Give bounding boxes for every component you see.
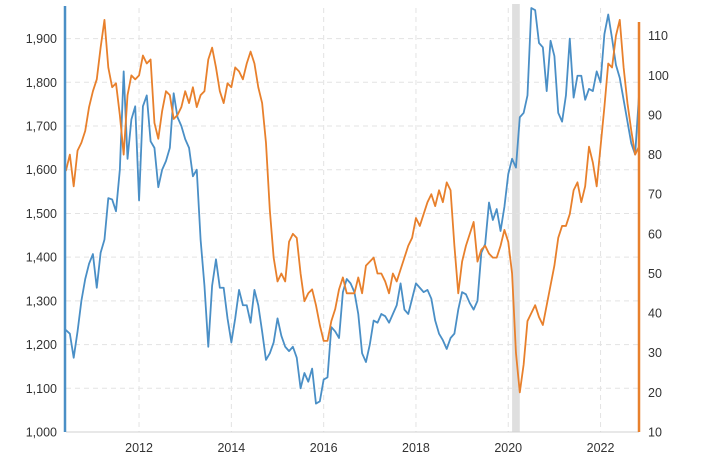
right-tick-label: 30: [648, 346, 662, 360]
right-axis-series-line: [65, 18, 640, 394]
x-tick-label: 2014: [217, 441, 245, 454]
left-tick-label: 1,300: [26, 294, 57, 308]
right-tick-label: 20: [648, 386, 662, 400]
series-layer: [65, 7, 640, 405]
vertical-gridlines: [138, 8, 602, 432]
right-tick-label: 80: [648, 148, 662, 162]
left-tick-label: 1,800: [26, 76, 57, 90]
left-axis-tick-labels: 1,000 1,100 1,200 1,300 1,400 1,500 1,600 1,700…: [26, 32, 57, 439]
x-tick-label: 2018: [402, 441, 430, 454]
horizontal-gridlines: [66, 38, 639, 433]
x-axis-tick-labels: 2012 2014 2016 2018 2020 2022: [125, 441, 614, 454]
left-tick-label: 1,100: [26, 382, 57, 396]
left-axis-series-line: [65, 7, 640, 405]
x-tick-label: 2012: [125, 441, 153, 454]
left-tick-label: 1,200: [26, 338, 57, 352]
left-tick-label: 1,600: [26, 163, 57, 177]
left-tick-label: 1,400: [26, 251, 57, 265]
right-tick-label: 40: [648, 307, 662, 321]
right-tick-label: 70: [648, 188, 662, 202]
left-tick-label: 1,900: [26, 32, 57, 46]
x-tick-label: 2016: [310, 441, 338, 454]
x-tick-label: 2022: [587, 441, 615, 454]
left-tick-label: 1,700: [26, 120, 57, 134]
right-tick-label: 10: [648, 426, 662, 440]
right-tick-label: 100: [648, 69, 669, 83]
right-tick-label: 90: [648, 108, 662, 122]
left-tick-label: 1,500: [26, 207, 57, 221]
right-tick-label: 110: [648, 29, 668, 43]
recession-shading: [512, 4, 520, 432]
right-tick-label: 50: [648, 267, 662, 281]
right-axis-tick-labels: 10 20 30 40 50 60 70 80 90 100 110: [648, 29, 669, 439]
left-tick-label: 1,000: [26, 426, 57, 440]
x-tick-label: 2020: [494, 441, 522, 454]
right-tick-label: 60: [648, 227, 662, 241]
